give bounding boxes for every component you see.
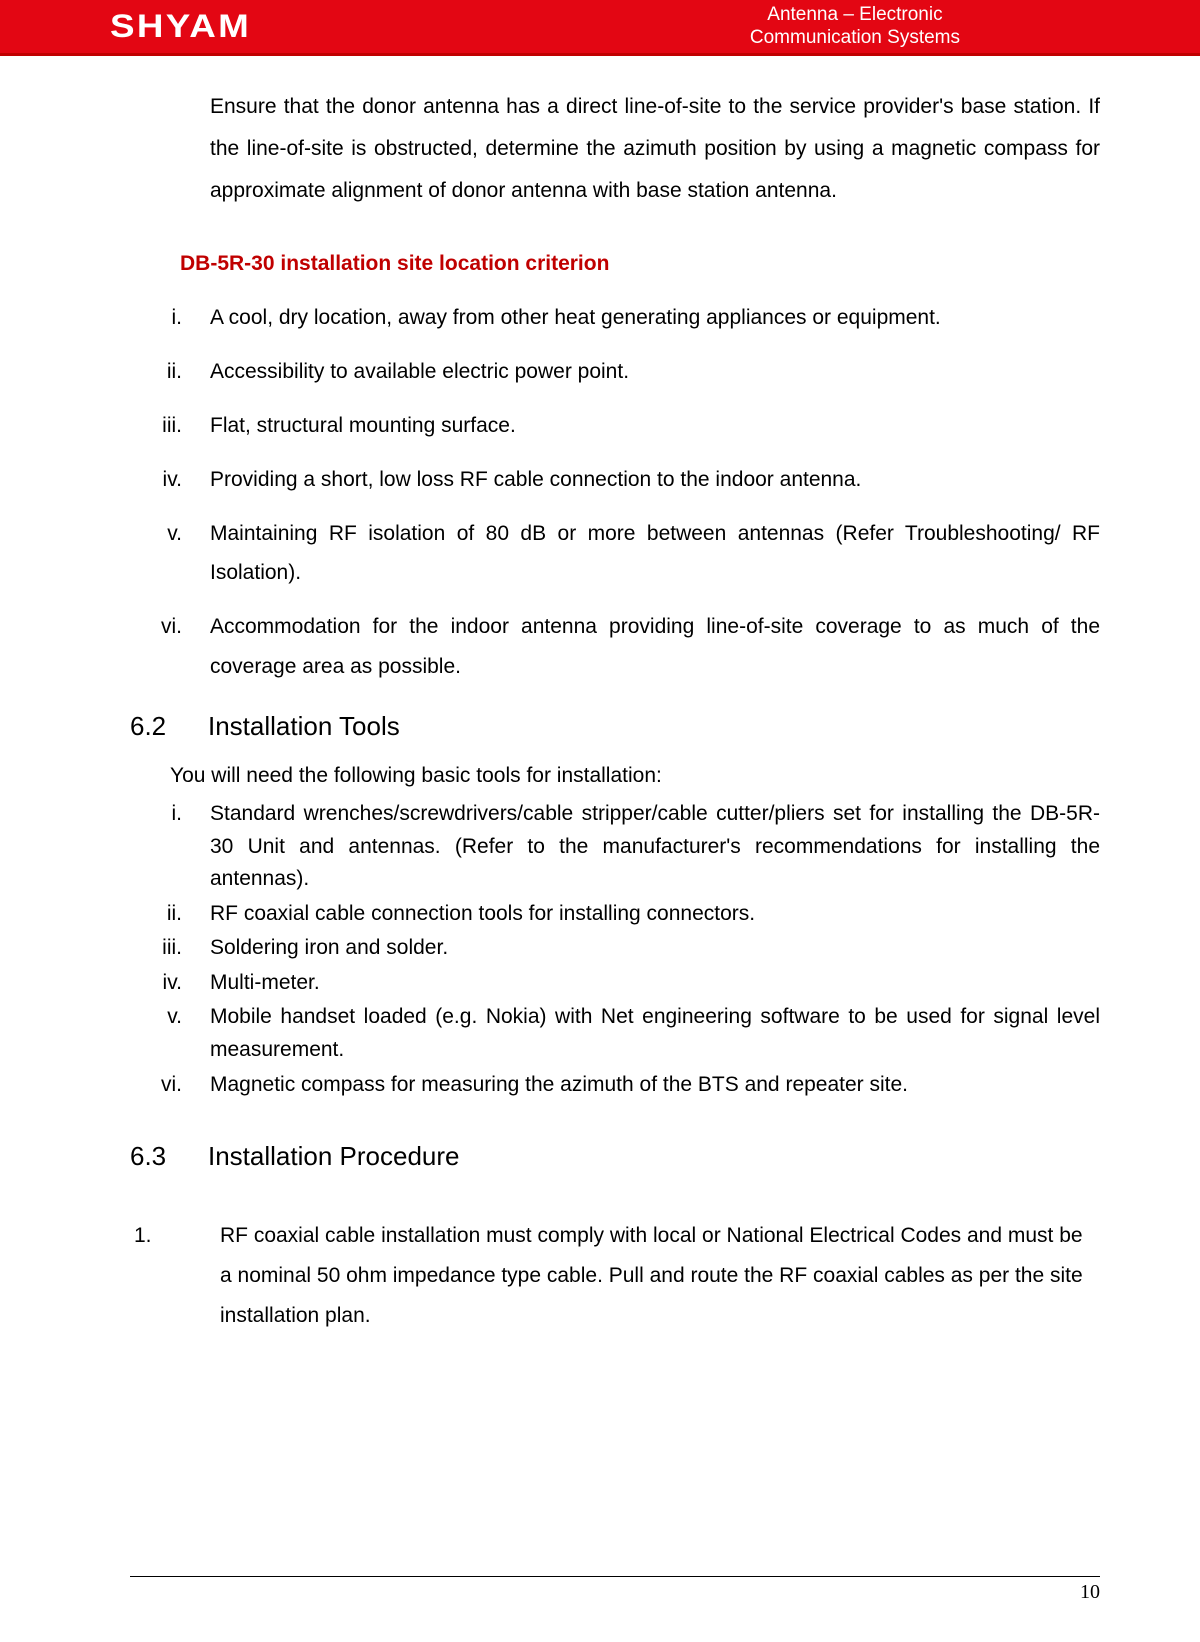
brand-logo: SHYAM <box>110 8 251 45</box>
criterion-list: i.A cool, dry location, away from other … <box>130 298 1100 687</box>
header-subtitle: Antenna – Electronic Communication Syste… <box>750 4 1160 50</box>
header-bar: SHYAM Antenna – Electronic Communication… <box>0 0 1200 56</box>
list-item: i.A cool, dry location, away from other … <box>130 298 1100 338</box>
list-marker: vi. <box>130 1069 210 1102</box>
list-item: vi.Accommodation for the indoor antenna … <box>130 607 1100 687</box>
list-text: Soldering iron and solder. <box>210 932 1100 965</box>
list-marker: v. <box>130 1001 210 1066</box>
section-6-2-heading: 6.2 Installation Tools <box>130 711 1100 742</box>
list-marker: iii. <box>130 406 210 446</box>
list-marker: i. <box>130 798 210 896</box>
list-item: ii.RF coaxial cable connection tools for… <box>130 898 1100 931</box>
list-text: RF coaxial cable connection tools for in… <box>210 898 1100 931</box>
list-marker: iv. <box>130 460 210 500</box>
list-marker: vi. <box>130 607 210 687</box>
list-item: v.Mobile handset loaded (e.g. Nokia) wit… <box>130 1001 1100 1066</box>
list-marker: v. <box>130 514 210 594</box>
list-marker: iii. <box>130 932 210 965</box>
footer-rule <box>130 1576 1100 1577</box>
list-item: vi.Magnetic compass for measuring the az… <box>130 1069 1100 1102</box>
list-item: iv.Providing a short, low loss RF cable … <box>130 460 1100 500</box>
section-6-3-heading: 6.3 Installation Procedure <box>130 1141 1100 1172</box>
header-line1: Antenna – Electronic <box>750 4 960 27</box>
list-item: iv.Multi-meter. <box>130 967 1100 1000</box>
list-text: Standard wrenches/screwdrivers/cable str… <box>210 798 1100 896</box>
list-text: Providing a short, low loss RF cable con… <box>210 460 1100 500</box>
list-marker: i. <box>130 298 210 338</box>
section-number: 6.3 <box>130 1141 208 1172</box>
list-marker: 1. <box>130 1216 220 1336</box>
page-number: 10 <box>130 1581 1100 1604</box>
list-text: Flat, structural mounting surface. <box>210 406 1100 446</box>
list-text: Multi-meter. <box>210 967 1100 1000</box>
list-item: 1.RF coaxial cable installation must com… <box>130 1216 1100 1336</box>
list-marker: iv. <box>130 967 210 1000</box>
section-number: 6.2 <box>130 711 208 742</box>
criterion-heading: DB-5R-30 installation site location crit… <box>180 252 1100 276</box>
list-marker: ii. <box>130 352 210 392</box>
list-text: Magnetic compass for measuring the azimu… <box>210 1069 1100 1102</box>
list-text: A cool, dry location, away from other he… <box>210 298 1100 338</box>
header-line2: Communication Systems <box>750 27 960 50</box>
list-item: iii.Flat, structural mounting surface. <box>130 406 1100 446</box>
list-item: ii.Accessibility to available electric p… <box>130 352 1100 392</box>
intro-paragraph: Ensure that the donor antenna has a dire… <box>210 86 1100 212</box>
section-title: Installation Tools <box>208 711 400 742</box>
list-text: Accessibility to available electric powe… <box>210 352 1100 392</box>
main-content: Ensure that the donor antenna has a dire… <box>0 56 1200 1336</box>
section-title: Installation Procedure <box>208 1141 459 1172</box>
section-6-2-lead: You will need the following basic tools … <box>170 764 1100 788</box>
list-item: v.Maintaining RF isolation of 80 dB or m… <box>130 514 1100 594</box>
list-item: i.Standard wrenches/screwdrivers/cable s… <box>130 798 1100 896</box>
list-item: iii.Soldering iron and solder. <box>130 932 1100 965</box>
procedure-list: 1.RF coaxial cable installation must com… <box>130 1216 1100 1336</box>
list-marker: ii. <box>130 898 210 931</box>
page-root: SHYAM Antenna – Electronic Communication… <box>0 0 1200 1642</box>
list-text: RF coaxial cable installation must compl… <box>220 1216 1100 1336</box>
list-text: Mobile handset loaded (e.g. Nokia) with … <box>210 1001 1100 1066</box>
tools-list: i.Standard wrenches/screwdrivers/cable s… <box>130 798 1100 1101</box>
list-text: Accommodation for the indoor antenna pro… <box>210 607 1100 687</box>
page-footer: 10 <box>130 1576 1100 1604</box>
list-text: Maintaining RF isolation of 80 dB or mor… <box>210 514 1100 594</box>
